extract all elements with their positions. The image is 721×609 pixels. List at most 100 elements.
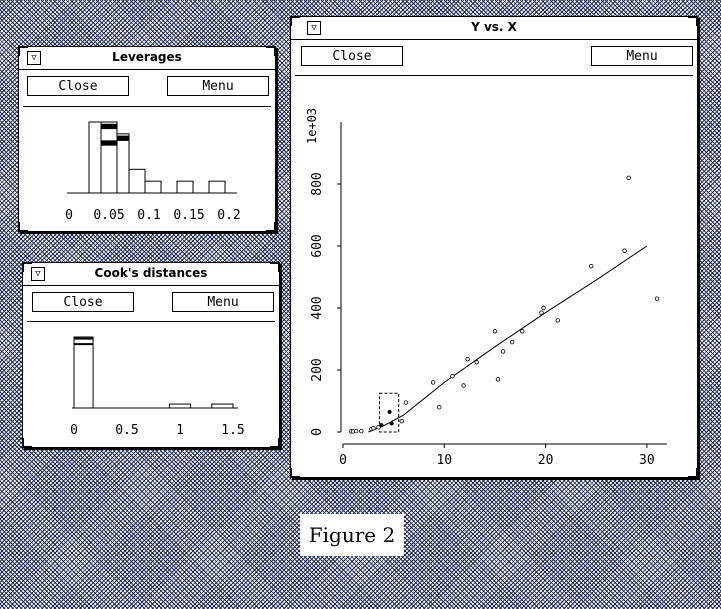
selection-rectangle [378,392,400,433]
y-scale-label: 1e+03 [305,108,319,144]
histogram-bar [176,180,194,194]
histogram-bar [73,336,94,409]
highlighted-bar-segment [101,123,117,130]
highlighted-bar-segment [74,343,94,346]
leverages-titlebar[interactable]: ▽ Leverages [19,47,275,70]
window-menu-triangle-down-icon[interactable]: ▽ [31,267,45,281]
highlighted-bar-segment [101,140,117,146]
histogram-bar [88,121,102,194]
window-title: Cook's distances [94,266,208,280]
x-tick-label: 10 [436,453,452,468]
data-point [474,360,479,365]
data-point [654,296,660,301]
close-button[interactable]: Close [301,46,403,66]
y-tick-label: 200 [310,358,325,381]
histogram-bar [128,168,146,194]
menu-button[interactable]: Menu [591,46,693,66]
cooks-histogram[interactable]: 0 0.5 1 1.5 [23,322,281,448]
divider [295,75,693,76]
y-tick-label: 800 [310,172,325,195]
figure-caption: Figure 2 [300,514,404,556]
data-point [541,305,546,311]
resize-handle-top-right[interactable] [266,46,276,56]
histogram-bar [211,403,234,409]
fit-line [368,245,648,433]
data-point [509,339,515,345]
x-tick-label: 0 [339,453,347,468]
data-point [353,428,359,434]
y-tick-label: 0 [310,428,325,436]
x-tick-label: 0 [65,208,73,223]
cooks-titlebar[interactable]: ▽ Cook's distances [23,263,279,286]
resize-handle-bottom-right[interactable] [266,222,276,232]
highlighted-data-point [389,421,394,426]
cooks-distances-window: ▽ Cook's distances Close Menu 0 0.5 1 1.5 [22,262,280,448]
data-point [492,329,498,334]
resize-handle-top-right[interactable] [688,16,698,26]
y-tick-label: 600 [310,234,325,257]
resize-handle-top-right[interactable] [270,262,280,272]
histogram-bar [100,121,118,194]
window-title: Leverages [112,50,182,64]
data-point [588,263,594,269]
histogram-bar [144,180,162,194]
data-point [437,405,442,410]
resize-handle-top-left[interactable] [22,262,32,272]
window-title: Y vs. X [471,20,517,34]
window-menu-triangle-down-icon[interactable]: ▽ [27,51,41,65]
data-point [430,380,436,385]
x-tick-label: 20 [538,453,554,468]
menu-button[interactable]: Menu [172,292,274,312]
data-point [450,374,455,379]
data-point [376,425,381,430]
resize-handle-bottom-left[interactable] [290,468,300,478]
data-point [500,349,506,354]
divider [27,321,275,322]
data-point [465,356,470,362]
y-vs-x-scatter-plot[interactable]: 1e+03 0 200 400 600 800 0 10 20 30 [291,76,699,478]
data-point [626,175,631,180]
x-tick-label: 0.15 [173,208,204,223]
scatter-window: ▽ Y vs. X Close Menu 1e+03 0 200 400 600 800… [290,16,698,478]
x-tick-label: 1 [176,423,184,438]
resize-handle-bottom-right[interactable] [270,438,280,448]
x-tick-label: 1.5 [221,423,244,438]
data-point [359,428,364,434]
highlighted-bar-segment [74,337,94,340]
data-point [539,310,544,315]
highlighted-data-point [387,409,392,414]
leverages-window: ▽ Leverages Close Menu 0 0.05 0.1 0.15 0.2 [18,46,276,232]
data-point [399,418,404,424]
resize-handle-bottom-left[interactable] [18,222,28,232]
data-point [461,383,466,388]
divider [23,106,271,107]
data-point [495,377,501,382]
resize-handle-bottom-left[interactable] [22,438,32,448]
x-tick-label: 0.05 [93,208,124,223]
x-tick-label: 0.5 [115,423,138,438]
resize-handle-bottom-right[interactable] [688,468,698,478]
window-menu-triangle-down-icon[interactable]: ▽ [307,21,321,35]
data-point [520,329,525,334]
histogram-bar [116,133,130,194]
y-tick-label: 400 [310,296,325,319]
histogram-bar [208,180,226,194]
highlighted-data-point [379,423,384,428]
data-point [371,426,376,431]
resize-handle-top-left[interactable] [290,16,300,26]
data-point [555,318,560,323]
highlighted-bar-segment [117,135,129,141]
menu-button[interactable]: Menu [167,76,269,96]
x-tick-label: 0.2 [217,208,240,223]
x-tick-label: 0 [70,423,78,438]
x-tick-label: 30 [639,453,655,468]
data-point [403,400,408,405]
close-button[interactable]: Close [32,292,134,312]
x-tick-label: 0.1 [137,208,160,223]
data-point [622,248,627,253]
leverages-histogram[interactable]: 0 0.05 0.1 0.15 0.2 [19,107,277,233]
close-button[interactable]: Close [27,76,129,96]
scatter-titlebar[interactable]: ▽ Y vs. X [291,17,697,40]
resize-handle-top-left[interactable] [18,46,28,56]
histogram-bar [168,403,192,409]
